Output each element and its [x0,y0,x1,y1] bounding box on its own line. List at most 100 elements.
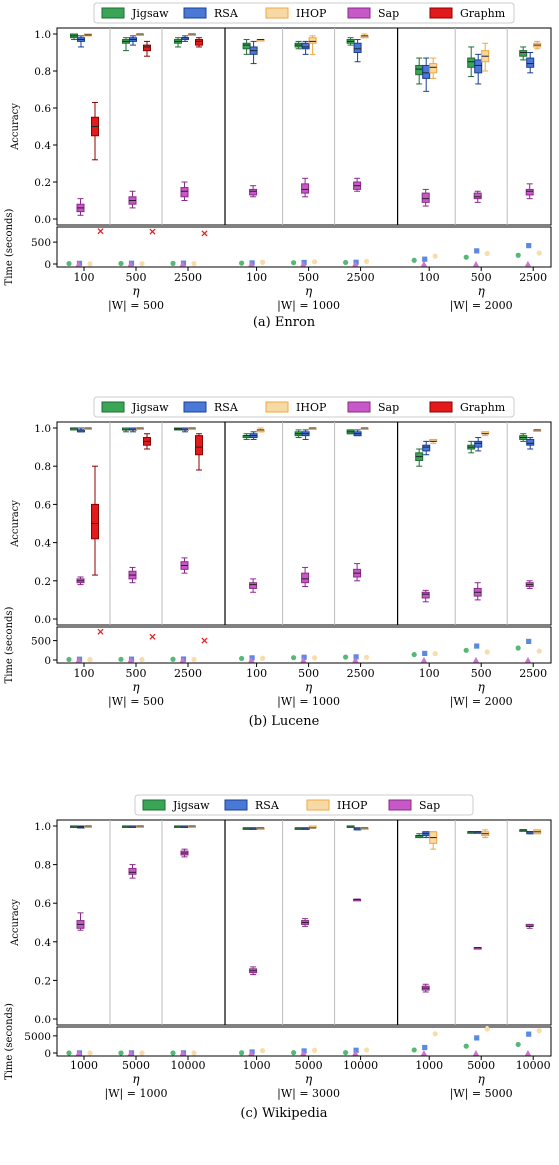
accuracy-tick-label: 0.2 [34,975,51,987]
accuracy-tick-label: 0.0 [34,614,51,626]
box-jigsaw [520,51,527,57]
box-sap [250,189,257,195]
time-marker-rsa [474,1035,479,1040]
xlabel-eta: η [478,1072,486,1086]
time-marker-jigsaw [464,255,469,260]
time-marker-sap [473,1050,479,1056]
group-label: |W| = 5000 [450,1087,513,1101]
group-label: |W| = 3000 [277,1087,340,1101]
time-marker-ihop [191,261,196,266]
time-marker-ihop [260,656,265,661]
time-marker-jigsaw [118,261,123,266]
time-marker-jigsaw [343,654,348,659]
legend-swatch-jigsaw [102,402,124,412]
time-tick-label: 5000 [24,1031,51,1043]
time-tick-label: 500 [31,237,51,249]
box-ihop [430,64,437,73]
time-marker-jigsaw [66,261,71,266]
time-marker-rsa [422,257,427,262]
legend-label-graphm: Graphm [460,7,506,20]
group-label: |W| = 500 [108,299,164,313]
xlabel-eta: η [132,284,140,298]
time-marker-graphm [98,229,103,234]
legend-swatch-sap [348,8,370,18]
group-label: |W| = 2000 [450,695,513,709]
x-tick-label: 1000 [70,1059,98,1072]
accuracy-tick-label: 0.8 [34,461,51,473]
box-rsa [354,43,361,52]
time-marker-ihop [485,649,490,654]
time-marker-jigsaw [118,1050,123,1055]
box-jigsaw [416,65,423,74]
legend-swatch-rsa [184,8,206,18]
time-ylabel: Time (seconds) [4,606,15,683]
time-marker-jigsaw [516,1042,521,1047]
time-marker-jigsaw [291,260,296,265]
time-marker-ihop [191,657,196,662]
legend-swatch-jigsaw [102,8,124,18]
legend-label-ihop: IHOP [296,7,327,20]
time-ylabel: Time (seconds) [4,208,15,285]
legend-label-rsa: RSA [214,401,239,414]
legend-label-sap: Sap [419,799,440,812]
box-sap [422,193,429,202]
time-marker-jigsaw [118,657,123,662]
box-rsa [423,445,430,451]
accuracy-tick-label: 0.6 [34,898,51,910]
accuracy-ylabel: Accuracy [10,899,21,947]
time-marker-ihop [312,259,317,264]
caption: (a) Enron [253,315,316,330]
x-tick-label: 100 [419,271,440,284]
time-marker-jigsaw [343,1050,348,1055]
time-marker-ihop [260,1048,265,1053]
time-tick-label: 0 [44,259,51,271]
accuracy-tick-label: 0.4 [34,538,51,550]
legend-label-jigsaw: Jigsaw [172,799,210,812]
legend-swatch-ihop [307,800,329,810]
box-rsa [475,60,482,73]
legend-label-jigsaw: Jigsaw [131,7,169,20]
legend-label-rsa: RSA [255,799,280,812]
accuracy-tick-label: 0.0 [34,1014,51,1026]
time-marker-ihop [260,260,265,265]
box-jigsaw [468,58,475,67]
x-tick-label: 500 [298,667,319,680]
time-marker-rsa [526,639,531,644]
group-label: |W| = 2000 [450,299,513,313]
box-graphm [92,504,99,538]
legend-swatch-jigsaw [143,800,165,810]
time-marker-graphm [98,629,103,634]
box-sap [474,193,481,199]
time-tick-label: 0 [44,655,51,667]
time-marker-jigsaw [516,645,521,650]
x-tick-label: 2500 [347,271,375,284]
time-tick-label: 500 [31,636,51,648]
time-marker-rsa [474,248,479,253]
box-graphm [144,45,151,51]
time-marker-ihop [312,655,317,660]
time-marker-jigsaw [516,253,521,258]
accuracy-tick-label: 0.4 [34,140,51,152]
legend-swatch-sap [389,800,411,810]
time-marker-rsa [474,643,479,648]
x-tick-label: 10000 [516,1059,551,1072]
x-tick-label: 100 [74,667,95,680]
accuracy-tick-label: 0.6 [34,103,51,115]
accuracy-tick-label: 0.8 [34,860,51,872]
accuracy-tick-label: 0.0 [34,214,51,226]
legend-swatch-ihop [266,8,288,18]
time-marker-graphm [150,634,155,639]
caption: (c) Wikipedia [240,1106,327,1121]
time-marker-graphm [150,229,155,234]
x-tick-label: 2500 [174,667,202,680]
x-tick-label: 500 [298,271,319,284]
x-tick-label: 1000 [415,1059,443,1072]
time-marker-ihop [485,1026,490,1031]
accuracy-tick-label: 0.2 [34,576,51,588]
box-rsa [527,58,534,67]
time-marker-sap [525,657,531,663]
box-rsa [527,439,534,445]
time-marker-jigsaw [412,258,417,263]
